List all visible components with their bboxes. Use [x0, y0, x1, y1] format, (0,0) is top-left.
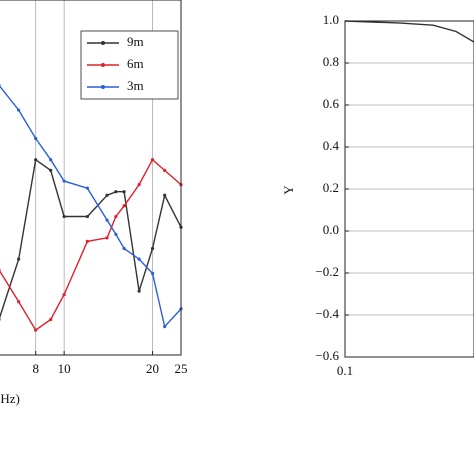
y-tick-label: 0.2 — [323, 180, 339, 195]
data-point — [105, 236, 109, 240]
data-point — [34, 158, 38, 162]
legend-marker — [101, 85, 105, 89]
plot-frame — [344, 20, 474, 358]
data-point — [34, 328, 38, 332]
data-point — [150, 158, 155, 162]
x-tick-label: 10 — [58, 361, 71, 376]
data-point — [62, 214, 66, 219]
y-tick-label: 0.6 — [323, 96, 340, 111]
legend-marker — [101, 63, 105, 67]
x-tick-label: 20 — [146, 361, 159, 376]
y-tick-label: 0.0 — [323, 222, 339, 237]
data-point — [122, 190, 126, 194]
y-tick-label: 0.4 — [323, 138, 340, 153]
data-point — [105, 193, 109, 197]
data-point — [62, 293, 66, 297]
data-point — [85, 186, 89, 190]
data-point — [17, 108, 21, 112]
data-point — [49, 158, 53, 162]
data-point — [122, 246, 126, 251]
data-point — [49, 317, 53, 322]
data-point — [114, 232, 118, 236]
x-tick-label: 8 — [32, 361, 39, 376]
data-point — [163, 325, 167, 329]
data-point — [150, 246, 155, 251]
legend-label: 6m — [127, 56, 144, 71]
data-point — [0, 268, 1, 272]
data-point — [114, 214, 118, 219]
data-line — [344, 20, 474, 43]
data-point — [0, 83, 1, 87]
data-point — [114, 190, 118, 194]
y-axis-label: Y — [281, 185, 296, 195]
plot-frame — [0, 0, 182, 356]
data-point — [49, 168, 53, 172]
x-tick-label: 0.1 — [337, 363, 353, 378]
legend-label: 9m — [127, 34, 144, 49]
y-tick-label: 0.8 — [323, 54, 339, 69]
data-point — [62, 179, 66, 183]
data-point — [137, 289, 141, 293]
data-point — [163, 193, 167, 197]
data-point — [85, 239, 89, 243]
x-axis-label: (Hz) — [0, 391, 20, 406]
data-point — [17, 300, 21, 304]
data-point — [150, 271, 155, 275]
legend-label: 3m — [127, 78, 144, 93]
y-tick-label: −0.4 — [315, 306, 339, 321]
x-tick-label: 25 — [175, 361, 188, 376]
data-point — [17, 257, 21, 261]
y-tick-label: 1.0 — [323, 12, 339, 27]
data-point — [34, 136, 38, 141]
data-point — [163, 168, 167, 172]
data-point — [137, 183, 141, 187]
data-point — [105, 218, 109, 222]
data-point — [122, 204, 126, 208]
legend-marker — [101, 41, 105, 45]
data-point — [85, 214, 89, 219]
data-point — [137, 257, 141, 261]
data-point — [0, 318, 1, 321]
data-line — [0, 158, 182, 319]
y-tick-label: −0.2 — [315, 264, 339, 279]
y-tick-label: −0.6 — [315, 348, 339, 363]
